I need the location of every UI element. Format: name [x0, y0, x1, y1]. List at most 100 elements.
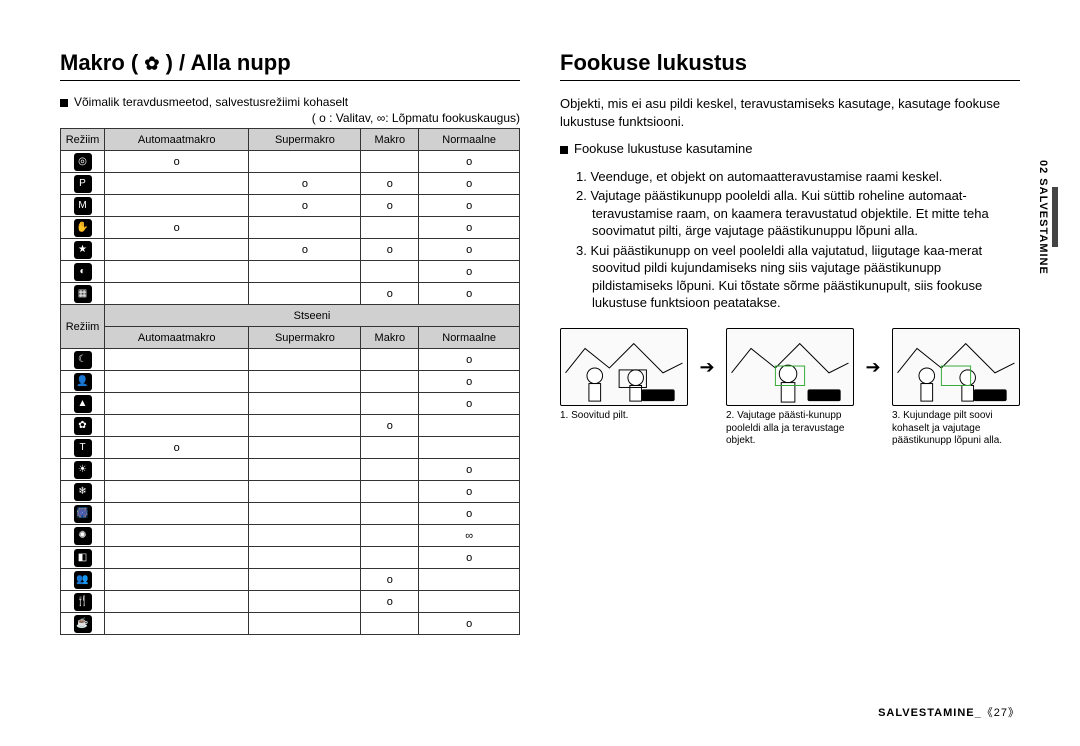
table-cell	[361, 459, 419, 481]
table-cell: o	[419, 547, 520, 569]
mode-icon: ◎	[74, 153, 92, 171]
table-cell	[105, 613, 249, 635]
table-cell	[249, 503, 361, 525]
table-cell	[249, 393, 361, 415]
mode-icon: ❄	[74, 483, 92, 501]
mode-icon: ★	[74, 241, 92, 259]
table-cell	[249, 151, 361, 173]
mode-icon: ◐	[74, 263, 92, 281]
mode-icon: ✋	[74, 219, 92, 237]
table-header: Režiim	[61, 129, 105, 151]
table-cell: o	[361, 415, 419, 437]
mode-icon: ▦	[74, 285, 92, 303]
table-cell: o	[105, 437, 249, 459]
mode-icon: P	[74, 175, 92, 193]
mode-icon: ◧	[74, 549, 92, 567]
table-cell: o	[249, 195, 361, 217]
mode-icon: ▲	[74, 395, 92, 413]
table-header: Normaalne	[419, 129, 520, 151]
table-cell: o	[419, 151, 520, 173]
table-cell: o	[361, 283, 419, 305]
table-cell	[249, 217, 361, 239]
mode-icon: ✺	[74, 527, 92, 545]
table-cell	[249, 569, 361, 591]
mode-icon: 👥	[74, 571, 92, 589]
square-bullet-icon	[560, 146, 568, 154]
table-cell	[105, 261, 249, 283]
table-cell: o	[361, 173, 419, 195]
square-bullet-icon	[60, 99, 68, 107]
table-cell	[105, 547, 249, 569]
table-header: Supermakro	[249, 327, 361, 349]
focus-method-note: Võimalik teravdusmeetod, salvestusrežiim…	[60, 95, 520, 109]
table-cell	[249, 459, 361, 481]
table-cell: o	[419, 349, 520, 371]
table-cell	[419, 415, 520, 437]
mode-icon: M	[74, 197, 92, 215]
arrow-icon: ➔	[862, 328, 884, 406]
table-cell	[361, 525, 419, 547]
table-cell	[361, 437, 419, 459]
heading-prefix: Makro (	[60, 50, 138, 75]
table-cell	[361, 349, 419, 371]
table-header: Automaatmakro	[105, 327, 249, 349]
table-cell	[361, 371, 419, 393]
table-cell	[105, 415, 249, 437]
illustration-1	[560, 328, 688, 406]
heading-suffix: ) / Alla nupp	[166, 50, 291, 75]
table-cell	[105, 481, 249, 503]
table-cell: o	[105, 151, 249, 173]
illustration-3	[892, 328, 1020, 406]
table-cell	[249, 371, 361, 393]
table-cell: o	[419, 283, 520, 305]
table-cell: o	[419, 195, 520, 217]
table-cell	[105, 371, 249, 393]
table-cell	[249, 547, 361, 569]
table-cell: o	[419, 261, 520, 283]
table-header-scene: Stseeni	[105, 305, 520, 327]
table-cell	[361, 547, 419, 569]
table-cell	[361, 613, 419, 635]
table-cell	[249, 481, 361, 503]
table-cell: o	[419, 371, 520, 393]
table-cell	[419, 569, 520, 591]
focus-table-1: RežiimAutomaatmakroSupermakroMakroNormaa…	[60, 128, 520, 305]
focus-lock-sub: Fookuse lukustuse kasutamine	[560, 140, 1020, 158]
table-cell	[105, 349, 249, 371]
mode-icon: 🎆	[74, 505, 92, 523]
table-cell	[105, 569, 249, 591]
table-header: Režiim	[61, 305, 105, 349]
table-cell	[361, 503, 419, 525]
table-cell	[105, 393, 249, 415]
caption-2: 2. Vajutage päästi-kunupp pooleldi alla …	[726, 410, 854, 448]
table-cell: o	[361, 239, 419, 261]
table-header: Normaalne	[419, 327, 520, 349]
table-cell: o	[105, 217, 249, 239]
table-cell	[105, 591, 249, 613]
caption-1: 1. Soovitud pilt.	[560, 410, 688, 423]
table-cell: o	[419, 503, 520, 525]
table-cell	[249, 415, 361, 437]
table-header: Automaatmakro	[105, 129, 249, 151]
table-cell	[361, 393, 419, 415]
table-header: Makro	[361, 327, 419, 349]
table-cell	[361, 261, 419, 283]
illustration-2	[726, 328, 854, 406]
table-header: Makro	[361, 129, 419, 151]
table-cell	[105, 459, 249, 481]
table-cell	[249, 437, 361, 459]
heading-focus-lock: Fookuse lukustus	[560, 50, 1020, 81]
table-cell	[105, 239, 249, 261]
table-cell: o	[419, 217, 520, 239]
flower-icon: ✿	[144, 54, 159, 74]
step-item: 3. Kui päästikunupp on veel pooleldi all…	[576, 242, 1020, 312]
table-cell	[105, 283, 249, 305]
step-item: 2. Vajutage päästikunupp pooleldi alla. …	[576, 187, 1020, 240]
table-header: Supermakro	[249, 129, 361, 151]
table-cell: o	[249, 173, 361, 195]
mode-icon: T	[74, 439, 92, 457]
table-cell	[249, 261, 361, 283]
table-cell: o	[419, 393, 520, 415]
table-cell	[249, 525, 361, 547]
table-cell	[105, 503, 249, 525]
